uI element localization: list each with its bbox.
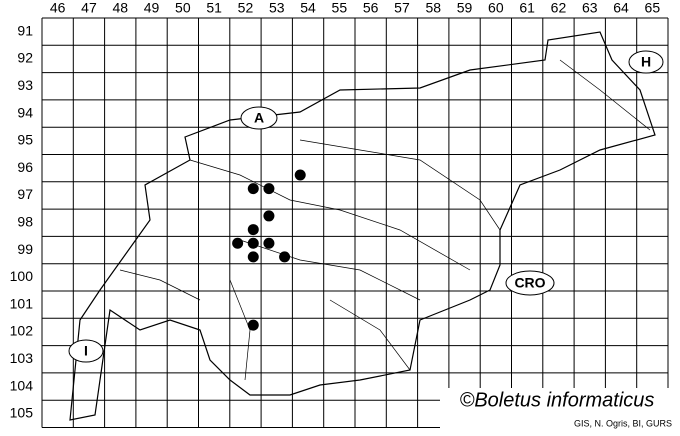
row-label: 98 — [17, 213, 33, 229]
column-label: 65 — [645, 0, 661, 16]
row-label: 97 — [17, 186, 33, 202]
country-label: A — [254, 110, 264, 126]
row-label: 99 — [17, 241, 33, 257]
column-label: 57 — [394, 0, 410, 16]
rivers — [119, 59, 651, 381]
row-label: 105 — [10, 405, 34, 421]
records — [232, 169, 306, 331]
column-label: 61 — [519, 0, 535, 16]
column-label: 51 — [206, 0, 222, 16]
column-label: 50 — [175, 0, 191, 16]
row-label: 103 — [10, 350, 34, 366]
column-label: 52 — [238, 0, 254, 16]
country-badge — [240, 106, 278, 130]
row-label: 95 — [17, 132, 33, 148]
column-label: 46 — [50, 0, 66, 16]
credit: ©Boletus informaticus — [460, 389, 655, 411]
row-label: 93 — [17, 77, 33, 93]
country-badge — [505, 270, 555, 296]
column-label: 47 — [81, 0, 97, 16]
country-label: I — [84, 343, 88, 359]
row-label: 96 — [17, 159, 33, 175]
country-badge — [68, 339, 104, 363]
column-label: 58 — [425, 0, 441, 16]
record-dot — [263, 183, 275, 195]
country-outline — [69, 31, 656, 421]
column-label: 59 — [457, 0, 473, 16]
record-dot — [232, 237, 244, 249]
row-label: 104 — [10, 377, 34, 393]
record-dot — [247, 319, 259, 331]
column-label: 53 — [269, 0, 285, 16]
country-label: CRO — [514, 275, 545, 291]
grid: 46 47 48 49 50 51 52 53 54 55 56 57 58 59 60 61 62 63 64 65… — [10, 0, 669, 428]
row-label: 92 — [17, 50, 33, 66]
row-label: 102 — [10, 323, 34, 339]
column-label: 54 — [300, 0, 316, 16]
record-dot — [247, 237, 259, 249]
column-label: 63 — [582, 0, 598, 16]
column-label: 55 — [332, 0, 348, 16]
record-dot — [247, 224, 259, 236]
row-label: 91 — [17, 22, 33, 38]
record-dot — [263, 210, 275, 222]
record-dot — [247, 183, 259, 195]
country-label: H — [641, 54, 651, 70]
record-dot — [263, 237, 275, 249]
row-label: 100 — [10, 268, 34, 284]
record-dot — [247, 251, 259, 263]
country-badge — [628, 50, 664, 74]
row-label: 94 — [17, 104, 33, 120]
column-label: 64 — [613, 0, 629, 16]
record-dot — [279, 251, 291, 263]
row-label: 101 — [10, 295, 34, 311]
source: GIS, N. Ogris, BI, GURS — [574, 418, 672, 428]
column-label: 48 — [112, 0, 128, 16]
column-label: 49 — [144, 0, 160, 16]
column-label: 60 — [488, 0, 504, 16]
column-label: 62 — [551, 0, 567, 16]
record-dot — [294, 169, 306, 181]
column-label: 56 — [363, 0, 379, 16]
credit-box — [440, 388, 672, 432]
